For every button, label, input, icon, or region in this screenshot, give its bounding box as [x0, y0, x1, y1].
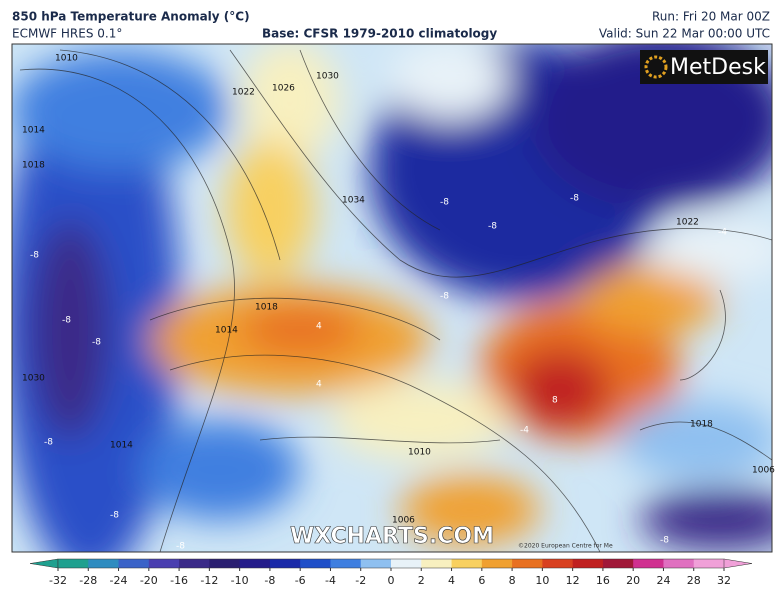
colorbar-label: -10 — [231, 574, 249, 587]
isobar-label: 1006 — [752, 466, 775, 476]
colorbar-segment — [88, 559, 120, 568]
colorbar-label: -2 — [355, 574, 366, 587]
colorbar-label: 20 — [626, 574, 640, 587]
colorbar-label: 6 — [478, 574, 485, 587]
colorbar-label: 16 — [596, 574, 610, 587]
isobar-label: 1030 — [22, 374, 45, 384]
colorbar-label: -20 — [140, 574, 158, 587]
logo: MetDesk — [670, 55, 766, 80]
colorbar-segment — [269, 559, 301, 568]
anomaly-label: -8 — [92, 338, 101, 348]
colorbar-label: 10 — [535, 574, 549, 587]
colorbar-label: 2 — [418, 574, 425, 587]
isobar-label: 1018 — [690, 420, 713, 430]
title: 850 hPa Temperature Anomaly (°C) — [12, 10, 250, 24]
colorbar-label: -8 — [264, 574, 275, 587]
anomaly-label: 4 — [316, 322, 322, 332]
anomaly-label: -4 — [520, 426, 529, 436]
anomaly-label: -8 — [488, 222, 497, 232]
logo-box — [640, 50, 768, 84]
anomaly-label: -4 — [718, 228, 727, 238]
isobar-label: 1022 — [676, 218, 699, 228]
colorbar-segment — [239, 559, 271, 568]
isobar-label: 1014 — [22, 126, 45, 136]
anomaly-label: -8 — [110, 511, 119, 521]
anomaly-label: -8 — [440, 198, 449, 208]
colorbar-label: -24 — [110, 574, 128, 587]
watermark: WXCHARTS.COM — [290, 524, 494, 549]
colorbar-segment — [481, 559, 513, 568]
colorbar-label: 4 — [448, 574, 455, 587]
colorbar-label: -16 — [170, 574, 188, 587]
isobar-label: 1014 — [110, 441, 133, 451]
isobar-label: 1010 — [408, 448, 431, 458]
anomaly-label: -8 — [176, 542, 185, 552]
colorbar-segment — [330, 559, 362, 568]
colorbar-segment — [663, 559, 695, 568]
colorbar-label: -12 — [200, 574, 218, 587]
colorbar-segment — [118, 559, 150, 568]
colorbar-segment — [360, 559, 392, 568]
map — [12, 44, 772, 552]
colorbar-segment — [542, 559, 574, 568]
colorbar-segment — [421, 559, 453, 568]
colorbar-label: -6 — [295, 574, 306, 587]
anomaly-label: -8 — [62, 316, 71, 326]
anomaly-label: 4 — [316, 380, 322, 390]
colorbar-label: -32 — [49, 574, 67, 587]
colorbar-segment — [693, 559, 725, 568]
isobar-label: 1010 — [55, 54, 78, 64]
colorbar-label: 32 — [717, 574, 731, 587]
isobar-label: 1034 — [342, 196, 365, 206]
anomaly-label: -8 — [30, 251, 39, 261]
colorbar-label: 8 — [509, 574, 516, 587]
model: ECMWF HRES 0.1° — [12, 27, 122, 41]
isobar-label: 1006 — [392, 516, 415, 526]
colorbar-segment — [148, 559, 180, 568]
anomaly-label: -8 — [570, 194, 579, 204]
colorbar-segment — [391, 559, 422, 568]
colorbar-segment — [179, 559, 210, 568]
colorbar-segment — [300, 559, 331, 568]
colorbar-segment — [633, 559, 664, 568]
anomaly-label: 8 — [552, 396, 558, 406]
valid: Valid: Sun 22 Mar 00:00 UTC — [599, 27, 770, 41]
colorbar-segment — [602, 559, 634, 568]
isobar-label: 1018 — [22, 161, 45, 171]
anomaly-label: -8 — [440, 292, 449, 302]
colorbar-label: 28 — [687, 574, 701, 587]
colorbar-segment — [512, 559, 543, 568]
colorbar-label: 24 — [656, 574, 670, 587]
colorbar-label: 0 — [388, 574, 395, 587]
isobar-label: 1018 — [255, 303, 278, 313]
anomaly-label: -8 — [660, 536, 669, 546]
colorbar-label: 12 — [566, 574, 580, 587]
colorbar-arrow — [29, 558, 59, 569]
run: Run: Fri 20 Mar 00Z — [652, 10, 770, 24]
colorbar: -32 -28 -24 -20 -16 -12 -10 -8 -6 -4 -2 0 2 4 6 8 10 12 16… — [29, 558, 753, 587]
isobar-label: 1026 — [272, 84, 295, 94]
anomaly-label: -8 — [44, 438, 53, 448]
copyright: ©2020 European Centre for Me — [518, 543, 613, 550]
colorbar-arrow — [723, 558, 753, 569]
colorbar-segment — [209, 559, 241, 568]
colorbar-segment — [58, 559, 89, 568]
isobar-label: 1022 — [232, 88, 255, 98]
base: Base: CFSR 1979-2010 climatology — [262, 27, 497, 41]
isobar-label: 1014 — [215, 326, 238, 336]
isobar-label: 1030 — [316, 72, 339, 82]
colorbar-segment — [572, 559, 604, 568]
colorbar-label: -28 — [79, 574, 97, 587]
colorbar-segment — [451, 559, 483, 568]
colorbar-label: -4 — [325, 574, 336, 587]
